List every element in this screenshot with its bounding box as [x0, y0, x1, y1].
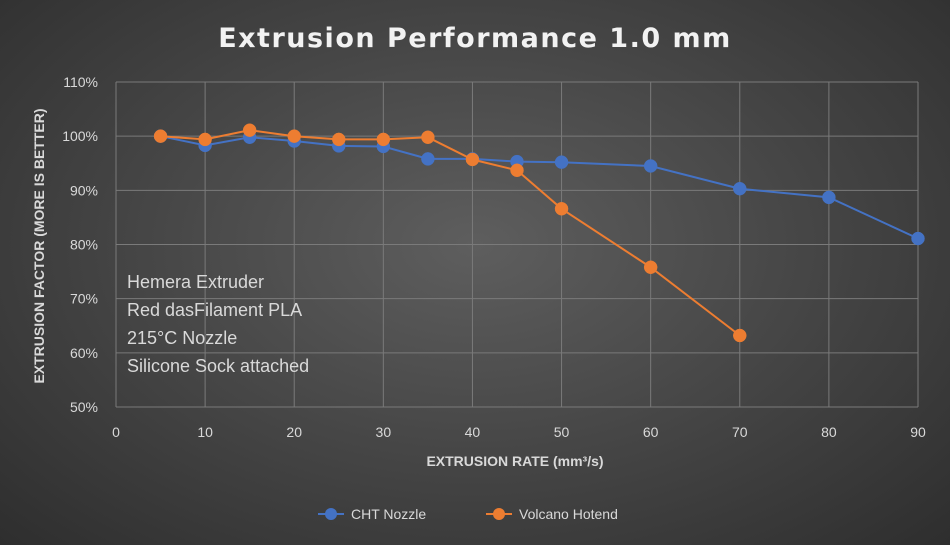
- x-tick-label: 50: [554, 424, 570, 440]
- data-point: [421, 152, 435, 166]
- x-tick-label: 90: [910, 424, 926, 440]
- data-point: [242, 123, 257, 137]
- data-point: [465, 152, 480, 167]
- y-tick-label: 100%: [62, 128, 98, 144]
- x-tick-label: 20: [286, 424, 302, 440]
- x-tick-labels: 0 10 20 30 40 50 60 70 80 90: [112, 424, 926, 440]
- y-axis-label: EXTRUSION FACTOR (MORE IS BETTER): [31, 108, 47, 383]
- x-tick-label: 30: [376, 424, 392, 440]
- data-point: [510, 163, 524, 178]
- data-point: [554, 202, 569, 216]
- y-tick-label: 70%: [70, 291, 98, 307]
- y-tick-label: 110%: [63, 74, 98, 90]
- series-0: [153, 129, 925, 246]
- data-point: [153, 129, 168, 143]
- annotation-line: 215°C Nozzle: [127, 328, 237, 348]
- legend: CHT Nozzle Volcano Hotend: [318, 506, 618, 522]
- x-tick-label: 60: [643, 424, 659, 440]
- x-tick-label: 80: [821, 424, 837, 440]
- data-point: [733, 181, 747, 196]
- data-point: [822, 190, 836, 205]
- annotation-block: Hemera Extruder Red dasFilament PLA 215°C …: [127, 272, 309, 376]
- data-point: [332, 132, 346, 147]
- data-point: [643, 159, 658, 173]
- chart-title: Extrusion Performance 1.0 mm: [218, 23, 732, 54]
- legend-label: Volcano Hotend: [519, 506, 618, 522]
- legend-item: CHT Nozzle: [318, 506, 426, 522]
- x-tick-label: 70: [732, 424, 748, 440]
- x-axis-label: EXTRUSION RATE (mm³/s): [426, 453, 603, 469]
- series-layer: [153, 123, 925, 343]
- data-point: [287, 129, 301, 143]
- legend-marker: [325, 508, 337, 520]
- data-point: [198, 132, 212, 147]
- data-point: [911, 231, 925, 246]
- y-tick-label: 60%: [70, 345, 98, 361]
- data-point: [733, 328, 747, 343]
- annotation-line: Hemera Extruder: [127, 272, 264, 292]
- series-line: [160, 135, 919, 240]
- series-line: [160, 129, 741, 337]
- data-point: [376, 132, 391, 147]
- data-point: [421, 130, 435, 144]
- legend-label: CHT Nozzle: [351, 506, 426, 522]
- y-tick-label: 80%: [70, 237, 98, 253]
- y-tick-labels: 50% 60% 70% 80% 90% 100% 110%: [62, 74, 98, 415]
- annotation-line: Red dasFilament PLA: [127, 300, 302, 320]
- data-point: [554, 155, 569, 169]
- x-tick-label: 0: [112, 424, 120, 440]
- data-point: [643, 260, 658, 274]
- y-tick-label: 50%: [70, 399, 98, 415]
- series-1: [153, 123, 747, 343]
- legend-marker: [493, 508, 505, 520]
- y-tick-label: 90%: [70, 182, 98, 198]
- annotation-line: Silicone Sock attached: [127, 356, 309, 376]
- x-tick-label: 10: [197, 424, 213, 440]
- legend-item: Volcano Hotend: [486, 506, 618, 522]
- x-tick-label: 40: [465, 424, 481, 440]
